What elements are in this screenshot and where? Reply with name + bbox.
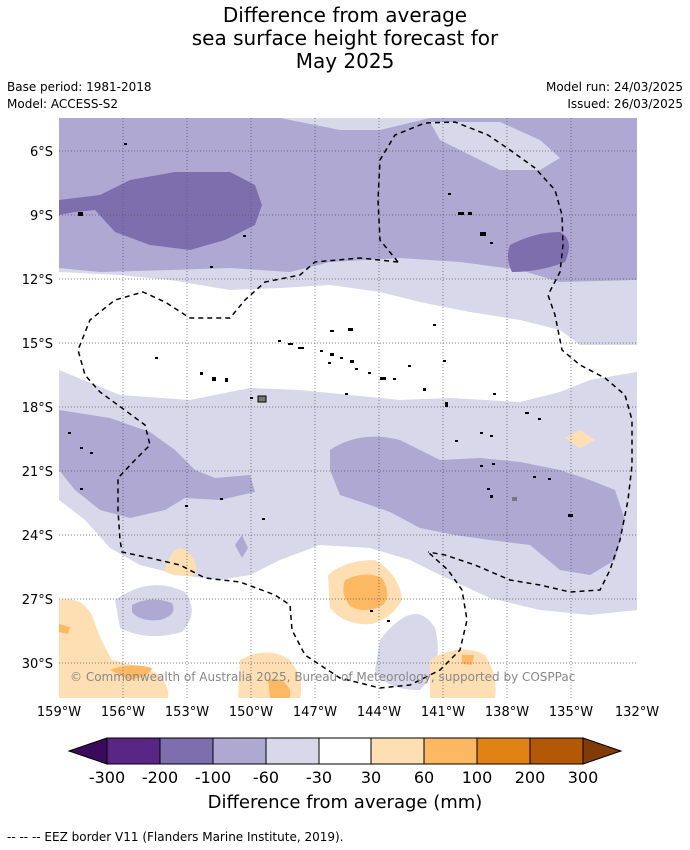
anomaly-patch-medium-ne [430, 122, 560, 170]
lon-label: 159°W [37, 705, 81, 720]
colorbar-segment [370, 737, 425, 765]
colorbar-segment [318, 737, 372, 765]
title-line-1: Difference from average [222, 3, 468, 27]
colorbar-tick-label: 100 [462, 768, 493, 787]
model-name: Model: ACCESS-S2 [7, 97, 119, 111]
colorbar-ticks: -300 -200 -100 -60 -30 30 60 100 200 300 [89, 768, 598, 787]
lat-label: 6°S [30, 145, 53, 160]
lon-label: 138°W [485, 705, 529, 720]
model-run: Model run: 24/03/2025 [545, 80, 683, 94]
title-line-3: May 2025 [295, 49, 395, 73]
colorbar-tick-label: -300 [89, 768, 125, 787]
map-title: Difference from average sea surface heig… [0, 4, 690, 73]
anomaly-patch-orange-center [343, 574, 388, 611]
anomaly-patch-orange-light-e [565, 430, 595, 448]
lat-label: 15°S [22, 337, 53, 352]
anomaly-patch-orange-light-sw2 [165, 548, 197, 576]
colorbar-tick-label: -200 [142, 768, 178, 787]
colorbar-segment [106, 737, 161, 765]
anomaly-patch-medium-sw [132, 599, 174, 621]
lat-label: 21°S [22, 465, 53, 480]
colorbar-segment [476, 737, 531, 765]
colorbar-extend-low [67, 737, 108, 765]
lat-label: 12°S [22, 273, 53, 288]
eez-border [77, 121, 633, 689]
lon-label: 144°W [357, 705, 401, 720]
lon-label: 150°W [229, 705, 273, 720]
colorbar-segment [265, 737, 320, 765]
anomaly-patch-orange-light-s2 [430, 649, 496, 698]
lon-label: 132°W [615, 705, 659, 720]
colorbar-tick-label: -100 [195, 768, 231, 787]
map-plot-area [59, 118, 637, 698]
colorbar-tick-label: 200 [515, 768, 546, 787]
anomaly-band-medium-south-w [59, 410, 255, 518]
lat-label: 24°S [22, 529, 53, 544]
anomaly-patch-light-s [375, 614, 438, 690]
anomaly-patch-dark-ne [507, 232, 569, 272]
colorbar-tick-label: -30 [306, 768, 332, 787]
colorbar-title: Difference from average (mm) [207, 792, 483, 813]
colorbar-segment [212, 737, 267, 765]
lat-labels: 6°S 9°S 12°S 15°S 18°S 21°S 24°S 27°S 30… [22, 145, 53, 672]
colorbar-tick-label: 30 [361, 768, 381, 787]
copyright-text: © Commonwealth of Australia 2025, Bureau… [70, 670, 575, 684]
meta-left: Base period: 1981-2018 Model: ACCESS-S2 [7, 79, 152, 113]
colorbar-extend-high [582, 737, 623, 765]
colorbar-segment [423, 737, 478, 765]
lon-labels: 159°W 156°W 153°W 150°W 147°W 144°W 141°… [37, 705, 659, 720]
anomaly-patch-medium-small [235, 535, 248, 558]
lon-label: 153°W [165, 705, 209, 720]
base-period: Base period: 1981-2018 [7, 80, 152, 94]
colorbar-tick-label: 60 [414, 768, 434, 787]
lon-label: 156°W [101, 705, 145, 720]
eez-footnote: -- -- -- EEZ border V11 (Flanders Marine… [7, 830, 344, 844]
islands [68, 143, 573, 622]
colorbar-segment [159, 737, 214, 765]
colorbar-segment [529, 737, 584, 765]
colorbar-tick-label: 300 [568, 768, 599, 787]
meta-right: Model run: 24/03/2025 Issued: 26/03/2025 [546, 79, 683, 113]
lat-label: 27°S [22, 593, 53, 608]
lat-label: 18°S [22, 401, 53, 416]
grid-lines [59, 118, 637, 698]
anomaly-patch-orange-west-edge [59, 624, 70, 634]
colorbar-tick-label: -60 [253, 768, 279, 787]
anomaly-patch-dark-nw [59, 172, 262, 250]
issued-date: Issued: 26/03/2025 [567, 97, 683, 111]
anomaly-patch-orange-s2 [462, 655, 474, 665]
lon-label: 141°W [421, 705, 465, 720]
anomaly-patch-orange-s1 [268, 678, 290, 698]
anomaly-patch-orange-sw [110, 665, 152, 680]
lat-label: 30°S [22, 657, 53, 672]
lat-label: 9°S [30, 209, 53, 224]
colorbar [67, 737, 623, 765]
title-line-2: sea surface height forecast for [191, 26, 499, 50]
lon-label: 147°W [293, 705, 337, 720]
lon-label: 135°W [549, 705, 593, 720]
